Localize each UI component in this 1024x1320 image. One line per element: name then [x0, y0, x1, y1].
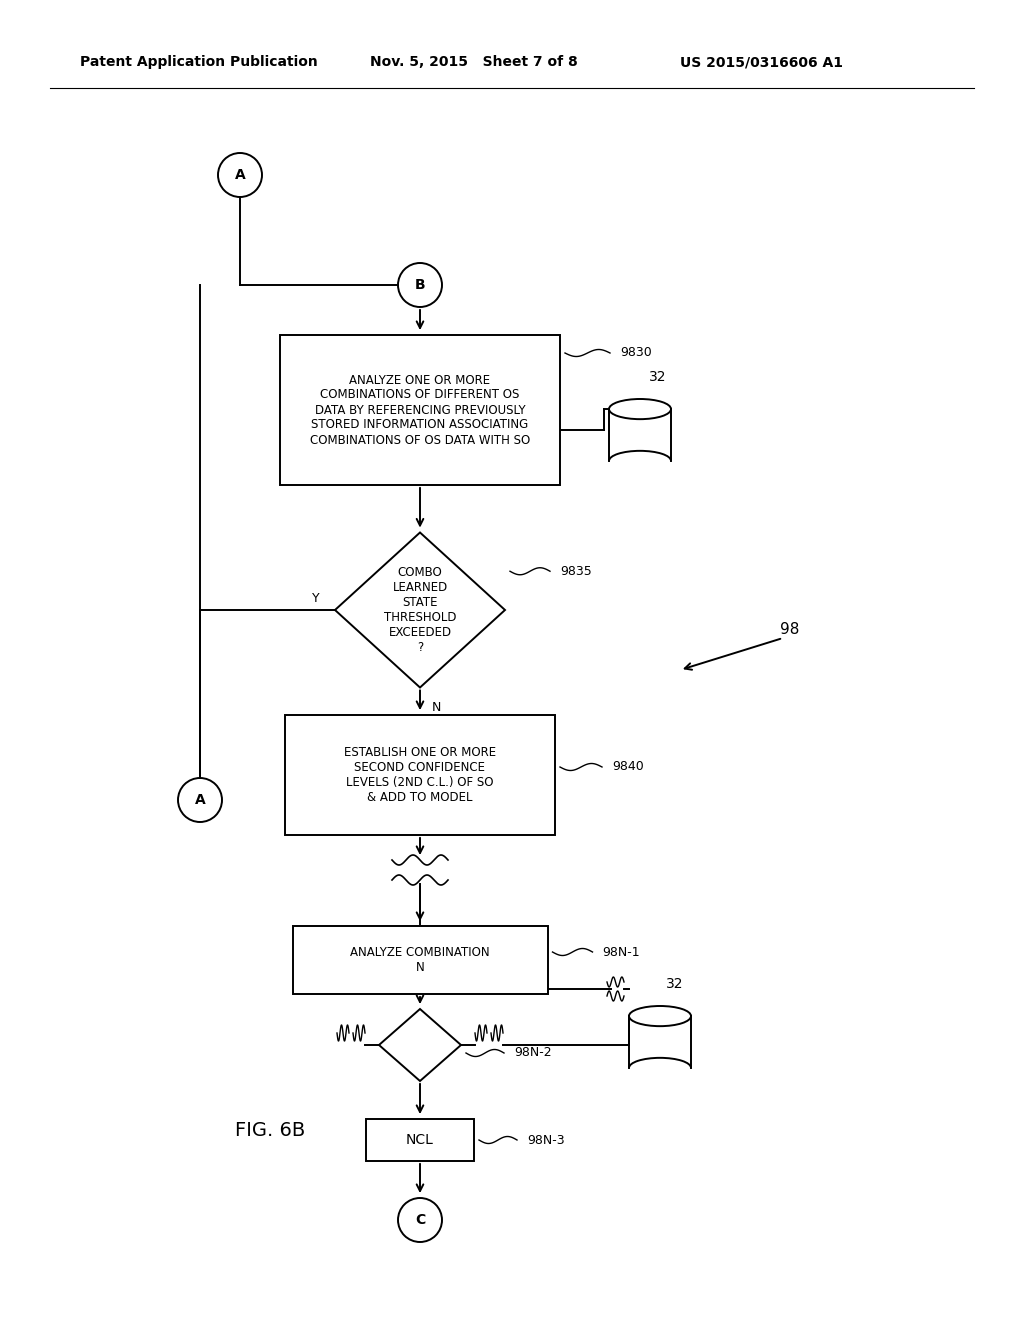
Text: ANALYZE ONE OR MORE
COMBINATIONS OF DIFFERENT OS
DATA BY REFERENCING PREVIOUSLY
: ANALYZE ONE OR MORE COMBINATIONS OF DIFF… [310, 374, 530, 446]
Text: Patent Application Publication: Patent Application Publication [80, 55, 317, 69]
Text: C: C [415, 1213, 425, 1228]
Circle shape [218, 153, 262, 197]
Text: 98N-1: 98N-1 [602, 945, 640, 958]
Text: A: A [234, 168, 246, 182]
Text: ESTABLISH ONE OR MORE
SECOND CONFIDENCE
LEVELS (2ND C.L.) OF SO
& ADD TO MODEL: ESTABLISH ONE OR MORE SECOND CONFIDENCE … [344, 746, 496, 804]
Text: COMBO
LEARNED
STATE
THRESHOLD
EXCEEDED
?: COMBO LEARNED STATE THRESHOLD EXCEEDED ? [384, 566, 457, 653]
Text: A: A [195, 793, 206, 807]
Text: 98: 98 [780, 623, 800, 638]
Polygon shape [379, 1008, 461, 1081]
Text: N: N [432, 701, 441, 714]
Text: 98N-2: 98N-2 [514, 1047, 552, 1060]
Text: 32: 32 [649, 370, 667, 384]
Text: B: B [415, 279, 425, 292]
Text: US 2015/0316606 A1: US 2015/0316606 A1 [680, 55, 843, 69]
Ellipse shape [609, 399, 671, 420]
Text: Y: Y [312, 591, 319, 605]
Text: 9830: 9830 [620, 346, 651, 359]
FancyBboxPatch shape [285, 715, 555, 836]
Text: NCL: NCL [407, 1133, 434, 1147]
Text: FIG. 6B: FIG. 6B [234, 1121, 305, 1139]
Circle shape [398, 1199, 442, 1242]
Text: Nov. 5, 2015   Sheet 7 of 8: Nov. 5, 2015 Sheet 7 of 8 [370, 55, 578, 69]
FancyBboxPatch shape [293, 927, 548, 994]
Text: 98N-3: 98N-3 [527, 1134, 564, 1147]
FancyBboxPatch shape [366, 1119, 474, 1162]
Text: ANALYZE COMBINATION
N: ANALYZE COMBINATION N [350, 946, 489, 974]
Text: 9840: 9840 [612, 760, 644, 774]
Circle shape [178, 777, 222, 822]
Ellipse shape [629, 1006, 691, 1026]
Text: 9835: 9835 [560, 565, 592, 578]
FancyBboxPatch shape [280, 335, 560, 484]
Circle shape [398, 263, 442, 308]
Polygon shape [335, 532, 505, 688]
Text: 32: 32 [667, 977, 684, 991]
